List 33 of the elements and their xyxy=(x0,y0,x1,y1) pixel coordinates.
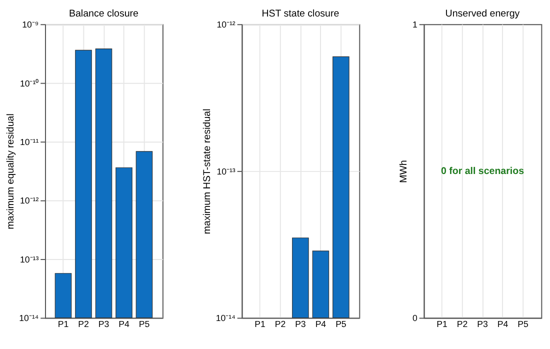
y-tick-label: 10⁻¹³ xyxy=(216,166,236,176)
chart-title: Unserved energy xyxy=(445,8,520,20)
y-axis-title: MWh xyxy=(398,160,410,183)
y-axis-title: maximum equality residual xyxy=(5,114,16,230)
y-tick-label: 10⁻¹⁴ xyxy=(216,313,236,324)
y-tick-label: 10⁻¹⁴ xyxy=(19,313,39,324)
x-tick-label: P1 xyxy=(254,319,266,330)
x-tick-label: P1 xyxy=(58,319,69,330)
x-tick-label: P2 xyxy=(274,319,286,330)
x-tick-label: P4 xyxy=(118,319,130,330)
x-tick-label: P3 xyxy=(98,319,110,330)
x-tick-label: P5 xyxy=(518,319,528,330)
y-tick-label: 10⁻¹¹ xyxy=(20,137,39,148)
y-tick-label: 10⁻⁹ xyxy=(22,20,39,30)
annotation: 0 for all scenarios xyxy=(440,166,525,177)
y-tick-label: 1 xyxy=(412,20,418,30)
x-tick-label: P4 xyxy=(497,319,508,330)
x-tick-label: P3 xyxy=(477,319,488,330)
x-tick-label: P2 xyxy=(456,319,468,330)
y-tick-label: 10⁻¹³ xyxy=(20,254,39,264)
x-tick-label: P2 xyxy=(78,319,89,330)
y-tick-label: 10⁻¹² xyxy=(216,20,236,30)
x-tick-label: P5 xyxy=(336,319,346,330)
x-tick-label: P1 xyxy=(436,319,448,330)
x-tick-label: P4 xyxy=(315,319,326,330)
chart-title: HST state closure xyxy=(262,8,340,20)
x-tick-label: P5 xyxy=(138,319,150,330)
y-tick-label: 0 xyxy=(412,313,418,324)
x-tick-label: P3 xyxy=(295,319,306,330)
y-axis-title: maximum HST-state residual xyxy=(202,108,214,234)
y-tick-label: 10⁻¹² xyxy=(20,196,39,206)
y-tick-label: 10⁻¹⁰ xyxy=(20,78,39,88)
chart-title: Balance closure xyxy=(68,8,138,20)
